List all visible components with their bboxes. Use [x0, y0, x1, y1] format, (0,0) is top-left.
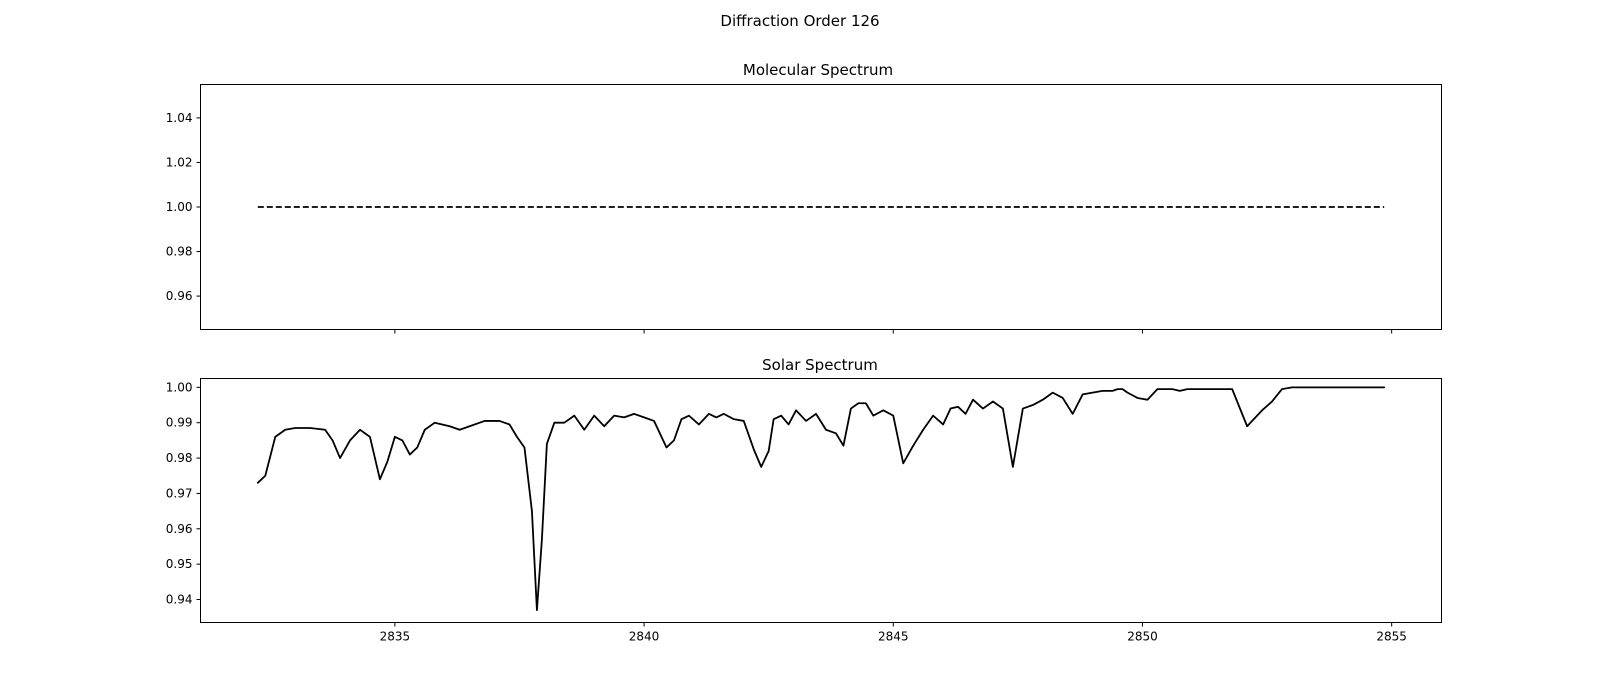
y-tick-label: 1.02 [166, 155, 193, 169]
molecular-spectrum-title: Molecular Spectrum [743, 61, 893, 79]
y-tick-label: 1.04 [166, 111, 193, 125]
molecular-plot-frame [200, 84, 1442, 330]
figure-title: Diffraction Order 126 [720, 12, 879, 30]
solar-spectrum-panel: Solar Spectrum 0.94 0.95 0.96 0.97 0.98 0.99 1… [166, 356, 1442, 644]
x-tick-label: 2855 [1376, 630, 1407, 644]
y-tick-label: 0.98 [166, 451, 193, 465]
y-tick-label: 0.94 [166, 593, 193, 607]
solar-axes: 0.94 0.95 0.96 0.97 0.98 0.99 1.00 2835 2840 2845… [166, 380, 1407, 643]
x-tick-label: 2840 [629, 630, 660, 644]
y-tick-label: 0.99 [166, 416, 193, 430]
y-tick-label: 0.95 [166, 557, 193, 571]
x-tick-label: 2845 [878, 630, 909, 644]
y-tick-label: 0.96 [166, 522, 193, 536]
x-tick-label: 2835 [380, 630, 411, 644]
y-tick-label: 0.97 [166, 486, 193, 500]
molecular-spectrum-panel: Molecular Spectrum 0.96 0.98 1.00 1.02 1.04 [166, 61, 1442, 334]
solar-series-group [256, 386, 1386, 612]
y-tick-label: 0.96 [166, 289, 193, 303]
solar-spectrum-line [256, 386, 1386, 612]
y-tick-label: 0.98 [166, 245, 193, 259]
y-tick-label: 1.00 [166, 200, 193, 214]
y-tick-label: 1.00 [166, 380, 193, 394]
solar-plot-frame [200, 378, 1442, 623]
solar-spectrum-title: Solar Spectrum [762, 356, 878, 374]
molecular-axes: 0.96 0.98 1.00 1.02 1.04 [166, 111, 1393, 334]
x-tick-label: 2850 [1127, 630, 1158, 644]
